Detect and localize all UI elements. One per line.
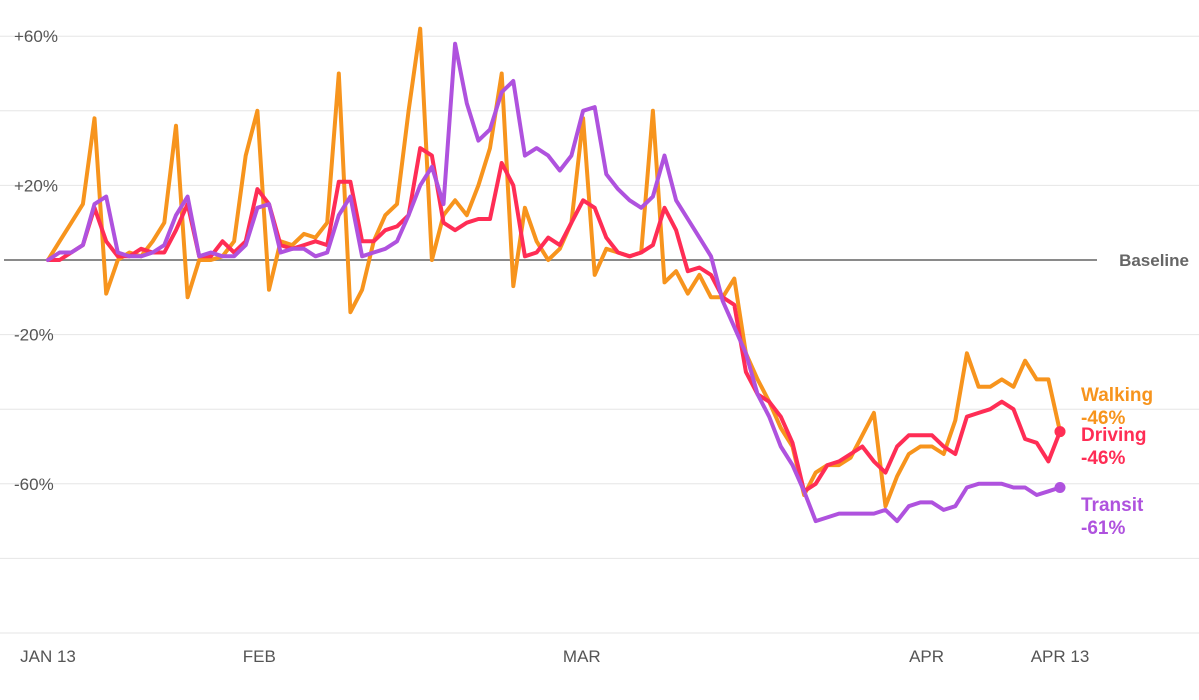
- y-tick-label: +60%: [14, 27, 58, 46]
- baseline-label: Baseline: [1119, 251, 1189, 270]
- transit-end-value-label: -61%: [1081, 518, 1125, 539]
- transit-series-name-label: Transit: [1081, 495, 1144, 516]
- y-tick-label: -60%: [14, 475, 54, 494]
- y-tick-label: -20%: [14, 326, 54, 345]
- walking-series-line: [46, 26, 1062, 509]
- x-tick-label: APR: [909, 647, 944, 666]
- x-tick-label: MAR: [563, 647, 601, 666]
- walking-end-value-label: -46%: [1081, 408, 1125, 429]
- walking-series-name-label: Walking: [1081, 385, 1153, 406]
- transit-series-line: [46, 41, 1062, 524]
- driving-series-line: [46, 146, 1062, 494]
- y-tick-label: +20%: [14, 176, 58, 195]
- grid-layer: [0, 35, 1199, 634]
- driving-end-point: [1054, 426, 1066, 438]
- end-labels-layer: Walking-46%Driving-46%Transit-61%: [1081, 385, 1153, 539]
- transit-end-point: [1054, 482, 1066, 494]
- driving-series-name-label: Driving: [1081, 425, 1146, 446]
- x-axis-tick-labels: JAN 13 FEB MAR APR APR 13: [20, 647, 1089, 666]
- x-tick-label: JAN 13: [20, 647, 76, 666]
- x-tick-label: APR 13: [1031, 647, 1090, 666]
- x-tick-label: FEB: [243, 647, 276, 666]
- series-layer: [46, 26, 1066, 524]
- driving-end-value-label: -46%: [1081, 448, 1125, 469]
- y-axis-tick-labels: +60% +20% -20% -60%: [14, 27, 58, 494]
